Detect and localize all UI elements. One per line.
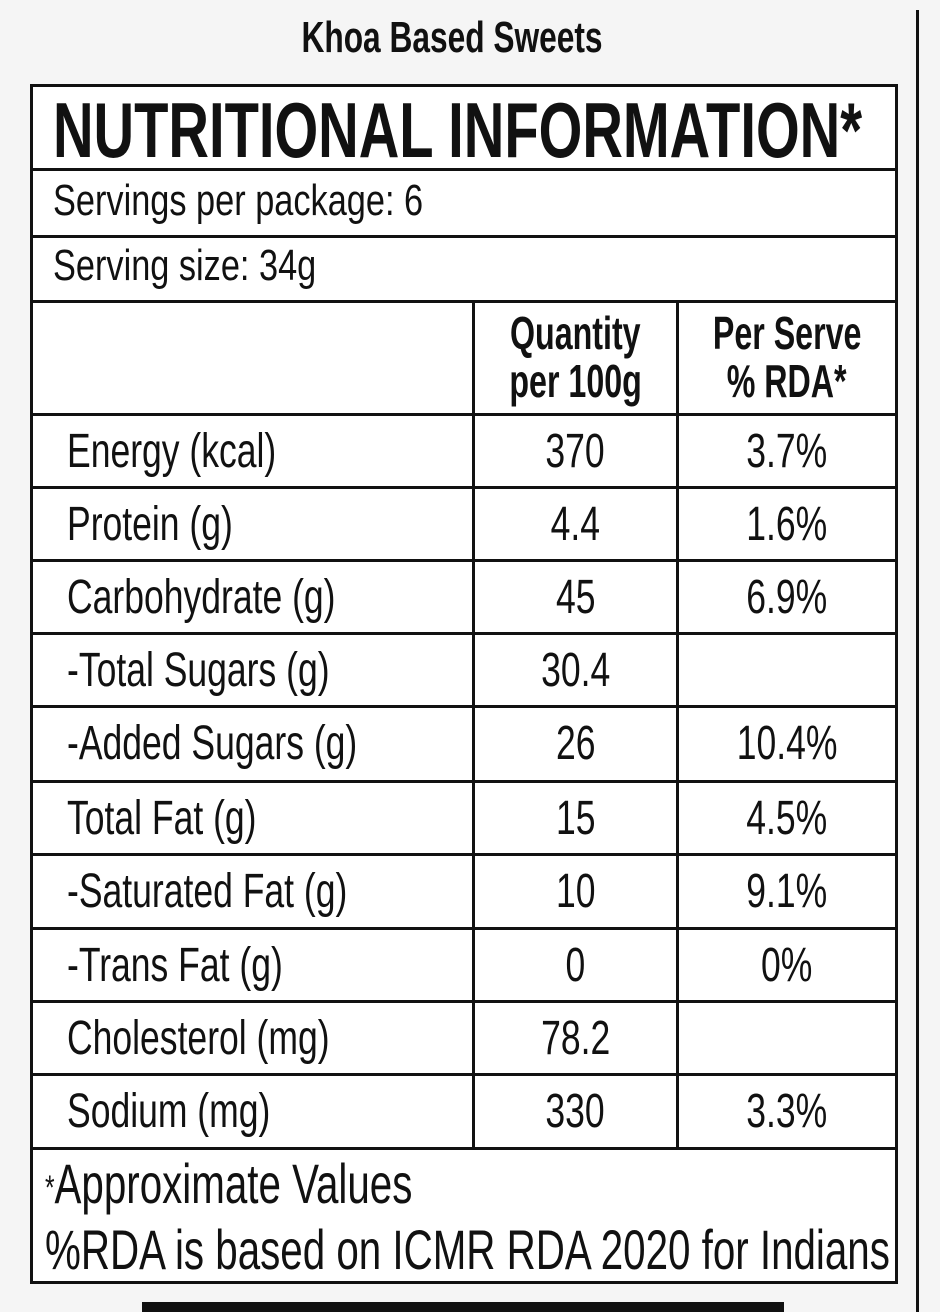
header-rda-line1: Per Serve (712, 307, 862, 359)
nutrient-cell: Cholesterol (mg) (33, 1003, 472, 1073)
header-rda-line2: % RDA* (727, 355, 847, 407)
nutrient-name: -Added Sugars (g) (67, 717, 358, 770)
product-title: Khoa Based Sweets (301, 13, 603, 62)
nutrient-name: -Trans Fat (g) (67, 939, 283, 992)
quantity-value: 78.2 (540, 1012, 611, 1065)
footnote: *Approximate Values %RDA is based on ICM… (33, 1150, 895, 1281)
footnote-rda-basis: %RDA is based on ICMR RDA 2020 for India… (45, 1218, 890, 1281)
nutrition-heading: NUTRITIONAL INFORMATION* (53, 86, 863, 174)
table-row: Energy (kcal) 370 3.7% (33, 416, 895, 489)
nutrient-name: Carbohydrate (g) (67, 571, 336, 624)
rda-cell: 3.7% (676, 416, 895, 486)
rda-value: 1.6% (746, 498, 828, 551)
nutrient-cell: Protein (g) (33, 489, 472, 559)
nutrition-heading-row: NUTRITIONAL INFORMATION* (33, 87, 895, 171)
table-row: -Saturated Fat (g) 10 9.1% (33, 856, 895, 930)
rda-cell: 1.6% (676, 489, 895, 559)
table-row: -Total Sugars (g) 30.4 (33, 635, 895, 708)
table-row: Sodium (mg) 330 3.3% (33, 1076, 895, 1150)
quantity-cell: 78.2 (472, 1003, 676, 1073)
nutrient-name: Energy (kcal) (67, 425, 277, 478)
nutrient-name: Protein (g) (67, 498, 233, 551)
table-row: Carbohydrate (g) 45 6.9% (33, 562, 895, 635)
nutrient-cell: Total Fat (g) (33, 783, 472, 853)
nutrient-cell: Sodium (mg) (33, 1076, 472, 1147)
header-quantity-line1: Quantity (510, 307, 641, 359)
nutrient-name: -Saturated Fat (g) (67, 865, 348, 918)
header-nutrient (33, 303, 472, 413)
nutrient-cell: Energy (kcal) (33, 416, 472, 486)
quantity-cell: 10 (472, 856, 676, 927)
quantity-cell: 4.4 (472, 489, 676, 559)
table-row: -Trans Fat (g) 0 0% (33, 930, 895, 1003)
nutrient-cell: -Saturated Fat (g) (33, 856, 472, 927)
rda-value: 6.9% (746, 571, 828, 624)
nutrient-cell: -Total Sugars (g) (33, 635, 472, 705)
header-rda: Per Serve% RDA* (676, 303, 895, 413)
quantity-cell: 15 (472, 783, 676, 853)
footnote-approximate: Approximate Values (54, 1152, 413, 1215)
nutrient-cell: -Added Sugars (g) (33, 708, 472, 780)
nutrition-panel: NUTRITIONAL INFORMATION* Servings per pa… (30, 84, 898, 1284)
header-quantity-line2: per 100g (509, 355, 642, 407)
quantity-value: 26 (555, 717, 596, 770)
quantity-cell: 0 (472, 930, 676, 1000)
quantity-value: 0 (565, 939, 586, 992)
nutrient-name: Total Fat (g) (67, 792, 257, 845)
rda-cell: 9.1% (676, 856, 895, 927)
quantity-cell: 45 (472, 562, 676, 632)
rda-value: 3.3% (746, 1085, 828, 1138)
table-row: -Added Sugars (g) 26 10.4% (33, 708, 895, 783)
rda-cell: 6.9% (676, 562, 895, 632)
servings-row: Servings per package: 6 (33, 171, 895, 238)
rda-cell (676, 1003, 895, 1073)
quantity-value: 10 (555, 865, 596, 918)
servings-per-package: Servings per package: 6 (53, 176, 424, 225)
table-row: Cholesterol (mg) 78.2 (33, 1003, 895, 1076)
rda-cell: 10.4% (676, 708, 895, 780)
quantity-value: 30.4 (540, 644, 611, 697)
quantity-value: 45 (555, 571, 596, 624)
nutrient-name: Sodium (mg) (67, 1085, 271, 1138)
nutrient-cell: Carbohydrate (g) (33, 562, 472, 632)
quantity-value: 4.4 (550, 498, 601, 551)
column-header-row: Quantity per 100g Per Serve% RDA* (33, 303, 895, 416)
quantity-value: 15 (555, 792, 596, 845)
header-quantity: Quantity per 100g (472, 303, 676, 413)
quantity-cell: 330 (472, 1076, 676, 1147)
table-row: Total Fat (g) 15 4.5% (33, 783, 895, 856)
rda-value: 3.7% (746, 425, 828, 478)
rda-cell: 3.3% (676, 1076, 895, 1147)
nutrient-cell: -Trans Fat (g) (33, 930, 472, 1000)
serving-size-row: Serving size: 34g (33, 238, 895, 303)
rda-cell: 4.5% (676, 783, 895, 853)
quantity-value: 330 (545, 1085, 606, 1138)
serving-size: Serving size: 34g (53, 241, 317, 290)
quantity-value: 370 (545, 425, 606, 478)
footnote-asterisk: * (45, 1169, 55, 1207)
right-border-line (916, 10, 919, 1312)
nutrient-name: -Total Sugars (g) (67, 644, 330, 697)
table-row: Protein (g) 4.4 1.6% (33, 489, 895, 562)
rda-value: 10.4% (736, 717, 838, 770)
rda-value: 0% (761, 939, 813, 992)
rda-cell: 0% (676, 930, 895, 1000)
quantity-cell: 370 (472, 416, 676, 486)
bottom-bar (142, 1302, 784, 1312)
quantity-cell: 30.4 (472, 635, 676, 705)
rda-value: 9.1% (746, 865, 828, 918)
rda-cell (676, 635, 895, 705)
nutrient-name: Cholesterol (mg) (67, 1012, 330, 1065)
rda-value: 4.5% (746, 792, 828, 845)
quantity-cell: 26 (472, 708, 676, 780)
